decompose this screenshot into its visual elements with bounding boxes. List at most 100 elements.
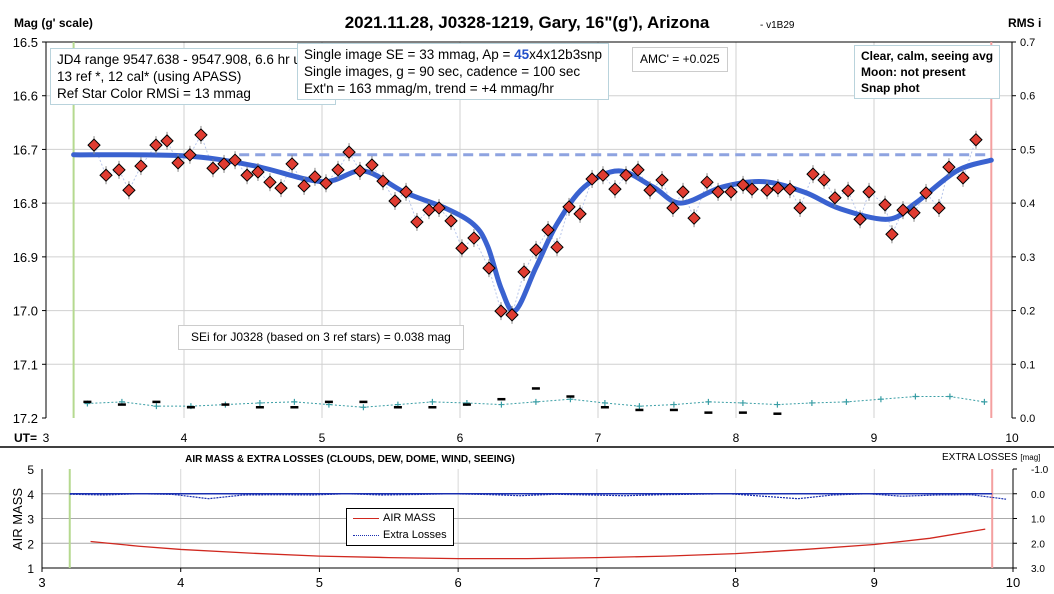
condition-line: Snap phot (861, 81, 920, 95)
binned-point (862, 185, 876, 199)
airmass-legend: AIR MASS Extra Losses (346, 508, 454, 546)
info-line: Ext'n = 163 mmag/m, trend = +4 mmag/hr (304, 81, 554, 96)
y-tick-label: 2 (27, 537, 34, 551)
x-tick-label: 8 (732, 575, 739, 590)
y-left-label: Mag (g' scale) (14, 16, 93, 30)
binned-point (724, 185, 738, 199)
x-tick-label: 5 (316, 575, 323, 590)
binned-point (134, 159, 148, 173)
y-tick-label: 17.0 (13, 304, 38, 319)
y2-tick-label: 0.2 (1020, 306, 1035, 318)
y-tick-label: 17.1 (13, 357, 38, 372)
binned-point (122, 183, 136, 197)
binned-point (711, 185, 725, 199)
x-tick-label: 6 (457, 431, 464, 445)
binned-point (885, 227, 899, 242)
y2-tick-label: 0.5 (1020, 144, 1035, 156)
binned-point (806, 167, 820, 181)
y2-tick-label: 0.0 (1031, 490, 1045, 501)
binned-point (878, 198, 892, 212)
binned-point (274, 181, 288, 195)
binned-point (171, 156, 185, 170)
x-tick-label: 10 (1005, 431, 1019, 445)
binned-point (444, 214, 458, 228)
binned-point (700, 175, 714, 189)
binned-point (160, 134, 174, 148)
airmass-title: AIR MASS & EXTRA LOSSES (CLOUDS, DEW, DO… (185, 454, 515, 465)
binned-point (896, 203, 910, 217)
condition-line: Clear, calm, seeing avg (861, 49, 994, 63)
y2-tick-label: 0.1 (1020, 359, 1035, 371)
binned-point (297, 179, 311, 193)
binned-point (907, 206, 921, 220)
binned-point (240, 168, 254, 182)
binned-point (956, 171, 970, 185)
y2-tick-label: 2.0 (1031, 539, 1045, 550)
info-line: Single images, g = 90 sec, cadence = 100… (304, 64, 581, 79)
y-tick-label: 16.6 (13, 89, 38, 104)
y-tick-label: 5 (27, 463, 34, 477)
binned-point (655, 173, 669, 187)
binned-point (760, 183, 774, 197)
y-tick-label: 3 (27, 513, 34, 527)
rms-cal-line (87, 396, 985, 408)
y-tick-label: 1 (27, 562, 34, 576)
legend-losses: Extra Losses (353, 527, 447, 544)
binned-point (99, 168, 113, 182)
binned-point (251, 165, 265, 179)
x-tick-label: 10 (1006, 575, 1020, 590)
binned-point (482, 261, 496, 275)
legend-airmass-swatch (353, 517, 379, 519)
x-axis-prefix: UT= (14, 431, 37, 445)
info-line: Single image SE = 33 mmag, Ap = 45x4x12b… (304, 47, 602, 62)
info-line: Ref Star Color RMSi = 13 mmag (57, 86, 251, 101)
legend-losses-swatch (353, 534, 379, 536)
binned-point (631, 163, 645, 177)
binned-point (331, 163, 345, 177)
sei-box: SEi for J0328 (based on 3 ref stars) = 0… (178, 325, 464, 350)
y2-tick-label: 0.7 (1020, 37, 1035, 49)
binned-point (853, 212, 867, 226)
x-tick-label: 6 (455, 575, 462, 590)
binned-point (745, 182, 759, 196)
airmass-line (90, 528, 986, 560)
binned-point (541, 223, 555, 237)
y2-tick-label: -1.0 (1031, 465, 1049, 476)
binned-point (550, 240, 564, 254)
y-tick-label: 4 (27, 488, 34, 502)
binned-point (619, 168, 633, 182)
binned-point (228, 153, 242, 167)
binned-point (585, 172, 599, 186)
binned-point (666, 201, 680, 215)
airmass-axis-label: AIR MASS (10, 488, 25, 550)
extra-losses-line (69, 493, 1007, 500)
binned-point (410, 215, 424, 229)
x-tick-label: 3 (38, 575, 45, 590)
y2-tick-label: 0.3 (1020, 252, 1035, 264)
y2-tick-label: 0.4 (1020, 198, 1035, 210)
binned-point (676, 185, 690, 199)
x-tick-label: 9 (871, 431, 878, 445)
binned-point (263, 175, 277, 189)
condition-line: Moon: not present (861, 65, 966, 79)
version-label: - v1B29 (760, 20, 795, 31)
binned-point (771, 181, 785, 195)
y-tick-label: 16.5 (13, 35, 38, 50)
binned-point (87, 138, 101, 152)
light-curve-plot: 3 4 5 6 7 8 9 10 16.5 16.6 16.7 16.8 16.9 17.0 17.1 17.… (0, 35, 1054, 448)
amc-box: AMC' = +0.025 (632, 47, 728, 72)
binned-point (353, 164, 367, 178)
binned-point (342, 145, 356, 159)
conditions-box: Clear, calm, seeing avg Moon: not presen… (854, 45, 1001, 99)
binned-point (432, 201, 446, 215)
binned-point (529, 243, 543, 257)
binned-point (573, 207, 587, 221)
y2-tick-label: 0.0 (1020, 413, 1035, 425)
y2-tick-label: 0.6 (1020, 91, 1035, 103)
binned-point (736, 178, 750, 192)
chart-title: 2021.11.28, J0328-1219, Gary, 16"(g'), A… (345, 13, 710, 32)
y-right-label: RMS i (1008, 16, 1041, 30)
x-tick-label: 8 (733, 431, 740, 445)
